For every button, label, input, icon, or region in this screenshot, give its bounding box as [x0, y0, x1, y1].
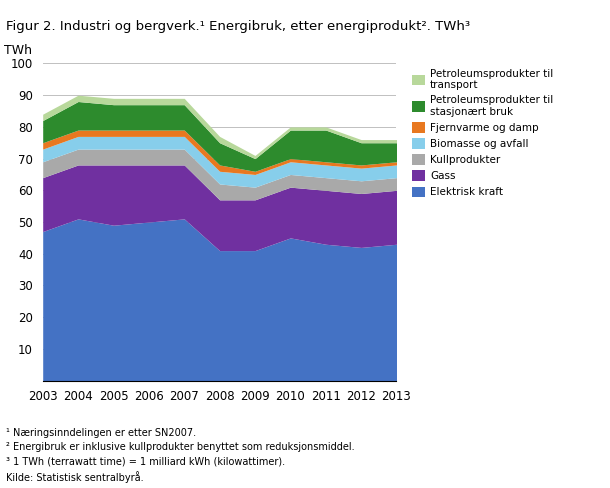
Legend: Petroleumsprodukter til
transport, Petroleumsprodukter til
stasjonært bruk, Fjer: Petroleumsprodukter til transport, Petro… [412, 69, 553, 197]
Text: Figur 2. Industri og bergverk.¹ Energibruk, etter energiprodukt². TWh³: Figur 2. Industri og bergverk.¹ Energibr… [6, 20, 470, 33]
Text: TWh: TWh [4, 44, 32, 57]
Text: ¹ Næringsinndelingen er etter SN2007.
² Energibruk er inklusive kullprodukter be: ¹ Næringsinndelingen er etter SN2007. ² … [6, 428, 355, 483]
